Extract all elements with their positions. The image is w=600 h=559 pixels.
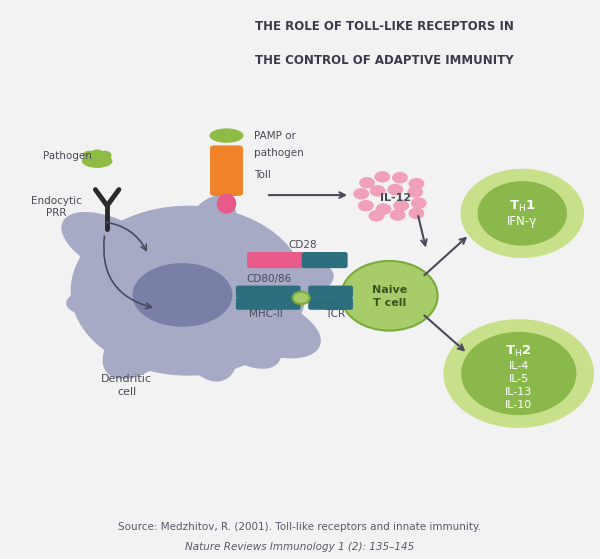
Circle shape bbox=[358, 200, 374, 211]
Text: T cell: T cell bbox=[373, 297, 406, 307]
Circle shape bbox=[461, 169, 584, 258]
Text: TCR: TCR bbox=[325, 309, 346, 319]
Text: Source: Medzhitov, R. (2001). Toll-like receptors and innate immunity.: Source: Medzhitov, R. (2001). Toll-like … bbox=[119, 522, 482, 532]
FancyBboxPatch shape bbox=[236, 286, 301, 298]
Text: Endocytic
PRR: Endocytic PRR bbox=[31, 196, 82, 219]
Text: IFN-γ: IFN-γ bbox=[507, 215, 538, 229]
Text: Naive: Naive bbox=[372, 285, 407, 295]
Text: T$_{\rm H}$2: T$_{\rm H}$2 bbox=[505, 343, 532, 358]
Text: Toll: Toll bbox=[254, 170, 271, 180]
Circle shape bbox=[411, 197, 427, 209]
Circle shape bbox=[409, 178, 424, 190]
Circle shape bbox=[353, 188, 369, 200]
FancyBboxPatch shape bbox=[302, 252, 347, 268]
Circle shape bbox=[388, 184, 403, 195]
Text: PAMP or: PAMP or bbox=[254, 131, 296, 141]
FancyBboxPatch shape bbox=[308, 297, 353, 310]
Ellipse shape bbox=[82, 154, 112, 168]
Circle shape bbox=[478, 181, 567, 245]
Circle shape bbox=[374, 171, 390, 183]
Text: CD28: CD28 bbox=[289, 240, 317, 250]
Text: MHC-II: MHC-II bbox=[249, 309, 283, 319]
Circle shape bbox=[376, 203, 391, 215]
Text: Nature Reviews Immunology 1 (2): 135–145: Nature Reviews Immunology 1 (2): 135–145 bbox=[185, 542, 415, 552]
Circle shape bbox=[341, 261, 437, 330]
Text: Dendritic
cell: Dendritic cell bbox=[101, 375, 152, 397]
Text: IL-4: IL-4 bbox=[509, 361, 529, 371]
Circle shape bbox=[409, 207, 424, 219]
Circle shape bbox=[91, 149, 104, 159]
Circle shape bbox=[98, 151, 112, 160]
Circle shape bbox=[461, 332, 577, 415]
FancyBboxPatch shape bbox=[308, 286, 353, 298]
Circle shape bbox=[359, 177, 375, 188]
FancyBboxPatch shape bbox=[236, 297, 301, 310]
Text: IL-5: IL-5 bbox=[509, 374, 529, 384]
Circle shape bbox=[83, 151, 96, 160]
Text: IL-12: IL-12 bbox=[380, 193, 411, 203]
Text: CD80/86: CD80/86 bbox=[247, 274, 292, 284]
Circle shape bbox=[368, 210, 385, 221]
Text: THE CONTROL OF ADAPTIVE IMMUNITY: THE CONTROL OF ADAPTIVE IMMUNITY bbox=[254, 54, 514, 67]
Circle shape bbox=[393, 200, 409, 211]
FancyBboxPatch shape bbox=[247, 252, 305, 268]
Ellipse shape bbox=[217, 193, 236, 214]
Circle shape bbox=[443, 319, 594, 428]
Text: Pathogen: Pathogen bbox=[43, 151, 92, 161]
Text: THE ROLE OF TOLL-LIKE RECEPTORS IN: THE ROLE OF TOLL-LIKE RECEPTORS IN bbox=[254, 20, 514, 33]
Ellipse shape bbox=[209, 129, 244, 143]
Text: pathogen: pathogen bbox=[254, 148, 304, 158]
Text: IL-10: IL-10 bbox=[505, 400, 532, 410]
Text: IL-13: IL-13 bbox=[505, 387, 532, 397]
Circle shape bbox=[370, 185, 386, 197]
Circle shape bbox=[389, 209, 406, 221]
Text: T$_{\rm H}$1: T$_{\rm H}$1 bbox=[509, 199, 536, 214]
FancyBboxPatch shape bbox=[210, 145, 243, 196]
Circle shape bbox=[407, 186, 423, 198]
Circle shape bbox=[293, 292, 310, 304]
Ellipse shape bbox=[133, 263, 232, 327]
Polygon shape bbox=[61, 196, 334, 382]
Circle shape bbox=[392, 172, 408, 183]
